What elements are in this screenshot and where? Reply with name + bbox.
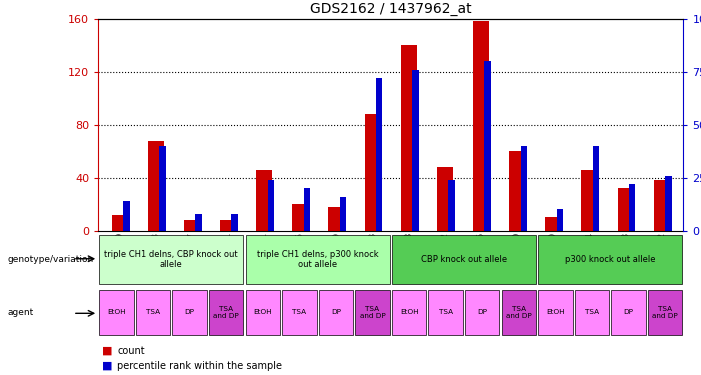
Bar [220, 220, 236, 231]
Bar [581, 170, 598, 231]
Bar [593, 146, 599, 231]
Text: triple CH1 delns, CBP knock out
allele: triple CH1 delns, CBP knock out allele [104, 250, 238, 269]
Bar [575, 290, 609, 334]
Bar [292, 204, 308, 231]
Bar [401, 45, 417, 231]
Text: percentile rank within the sample: percentile rank within the sample [117, 361, 282, 370]
Bar [123, 201, 130, 231]
Bar [159, 146, 165, 231]
Bar [428, 290, 463, 334]
Text: DP: DP [184, 309, 195, 315]
Bar [319, 290, 353, 334]
Bar [365, 114, 381, 231]
Text: agent: agent [7, 308, 33, 317]
Bar [329, 207, 345, 231]
Bar [376, 78, 383, 231]
Bar [653, 180, 670, 231]
Bar [231, 214, 238, 231]
Bar [355, 290, 390, 334]
Bar [184, 220, 200, 231]
Text: genotype/variation: genotype/variation [7, 255, 93, 264]
Bar [437, 167, 453, 231]
Bar [100, 290, 134, 334]
Bar [245, 290, 280, 334]
Text: DP: DP [477, 309, 487, 315]
Text: TSA
and DP: TSA and DP [213, 306, 239, 319]
Bar [538, 290, 573, 334]
Bar [283, 290, 317, 334]
Text: TSA
and DP: TSA and DP [653, 306, 678, 319]
Text: TSA: TSA [439, 309, 453, 315]
Bar [304, 188, 311, 231]
Bar [465, 290, 499, 334]
Text: EtOH: EtOH [546, 309, 565, 315]
Bar [196, 214, 202, 231]
Bar [340, 197, 346, 231]
Bar [100, 236, 243, 284]
Bar [392, 236, 536, 284]
Bar [257, 170, 273, 231]
Bar [268, 180, 274, 231]
Bar [392, 290, 426, 334]
Bar [484, 61, 491, 231]
Text: DP: DP [331, 309, 341, 315]
Bar [648, 290, 682, 334]
Text: TSA: TSA [585, 309, 599, 315]
Bar [209, 290, 243, 334]
Bar [448, 180, 455, 231]
Text: TSA
and DP: TSA and DP [506, 306, 532, 319]
Bar [557, 209, 563, 231]
Text: CBP knock out allele: CBP knock out allele [421, 255, 507, 264]
Bar [545, 217, 562, 231]
Text: DP: DP [624, 309, 634, 315]
Bar [502, 290, 536, 334]
Bar [611, 290, 646, 334]
Bar [111, 215, 128, 231]
Text: TSA
and DP: TSA and DP [360, 306, 386, 319]
Bar [172, 290, 207, 334]
Text: ■: ■ [102, 346, 112, 355]
Bar [538, 236, 682, 284]
Text: EtOH: EtOH [107, 309, 125, 315]
Bar [473, 21, 489, 231]
Text: EtOH: EtOH [400, 309, 418, 315]
Text: TSA: TSA [292, 309, 306, 315]
Bar [148, 141, 164, 231]
Bar [136, 290, 170, 334]
Bar [521, 146, 527, 231]
Bar [665, 176, 672, 231]
Bar [618, 188, 634, 231]
Text: EtOH: EtOH [254, 309, 272, 315]
Text: p300 knock out allele: p300 knock out allele [565, 255, 655, 264]
Text: TSA: TSA [146, 309, 160, 315]
Bar [245, 236, 390, 284]
Text: triple CH1 delns, p300 knock
out allele: triple CH1 delns, p300 knock out allele [257, 250, 379, 269]
Bar [412, 70, 418, 231]
Bar [509, 151, 525, 231]
Text: ■: ■ [102, 361, 112, 370]
Bar [629, 184, 635, 231]
Title: GDS2162 / 1437962_at: GDS2162 / 1437962_at [310, 2, 472, 16]
Text: count: count [117, 346, 144, 355]
